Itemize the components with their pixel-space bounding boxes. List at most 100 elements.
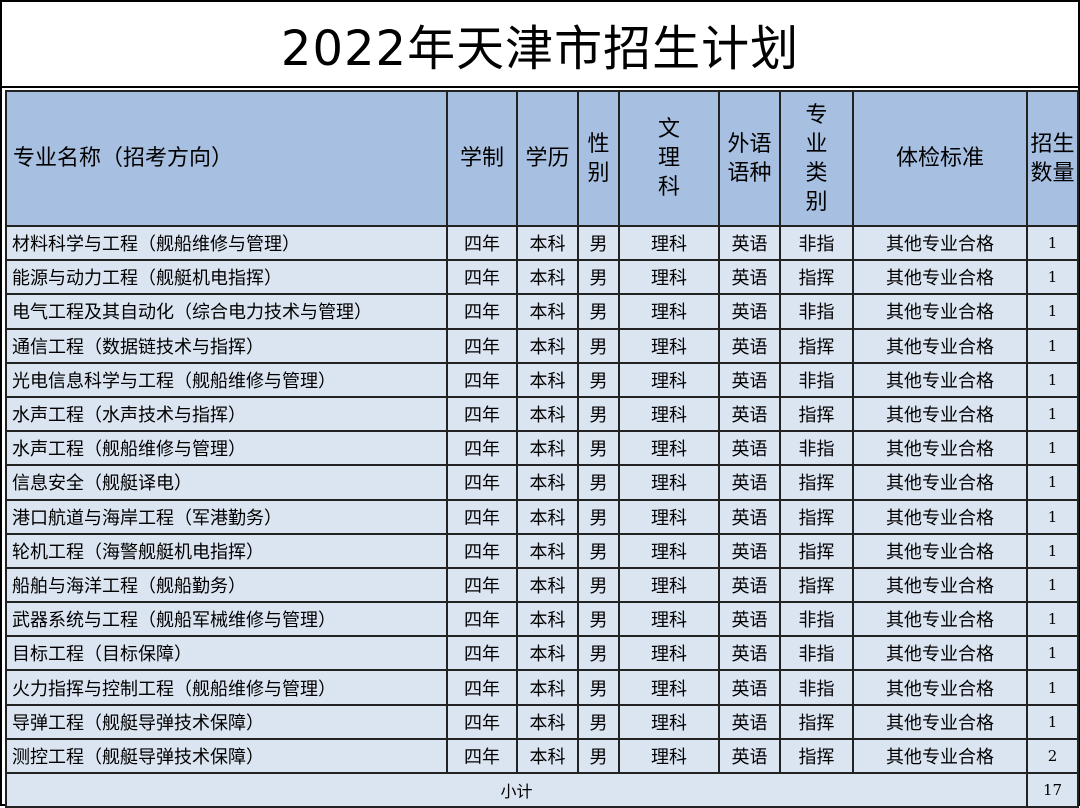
- cell-track: 理科: [618, 395, 720, 433]
- cell-physical: 其他专业合格: [852, 464, 1028, 501]
- table-row: 船舶与海洋工程（舰船勤务） 四年 本科男理科 英语 指挥 其他专业合格 1: [5, 566, 1079, 604]
- cell-name: 武器系统与工程（舰船军械维修与管理）: [5, 601, 448, 638]
- cell-count: 1: [1026, 703, 1079, 740]
- cell-duration: 四年: [446, 498, 518, 535]
- cell-duration: 四年: [446, 566, 518, 604]
- cell-degree: 本科: [516, 737, 579, 775]
- cell-count: 1: [1026, 361, 1079, 398]
- cell-degree: 本科: [516, 566, 579, 604]
- cell-name: 通信工程（数据链技术与指挥）: [5, 327, 448, 364]
- cell-physical: 其他专业合格: [852, 430, 1028, 467]
- cell-gender: 男: [577, 498, 620, 535]
- cell-degree: 本科: [516, 703, 579, 740]
- cell-track: 理科: [618, 532, 720, 569]
- cell-language: 英语: [718, 532, 781, 569]
- cell-language: 英语: [718, 327, 781, 364]
- cell-track: 理科: [618, 259, 720, 296]
- cell-track: 理科: [618, 327, 720, 364]
- table-row: 导弹工程（舰艇导弹技术保障） 四年 本科男理科 英语 指挥 其他专业合格 1: [5, 703, 1079, 740]
- cell-category: 非指: [779, 669, 854, 706]
- cell-category: 非指: [779, 601, 854, 638]
- cell-track: 理科: [618, 737, 720, 775]
- cell-name: 水声工程（水声技术与指挥）: [5, 395, 448, 433]
- cell-language: 英语: [718, 601, 781, 638]
- cell-gender: 男: [577, 395, 620, 433]
- table-row: 港口航道与海岸工程（军港勤务） 四年 本科男理科 英语 指挥 其他专业合格 1: [5, 498, 1079, 535]
- cell-category: 指挥: [779, 703, 854, 740]
- cell-degree: 本科: [516, 498, 579, 535]
- cell-degree: 本科: [516, 430, 579, 467]
- cell-category: 非指: [779, 224, 854, 262]
- cell-category: 指挥: [779, 327, 854, 364]
- cell-category: 非指: [779, 430, 854, 467]
- table-row: 能源与动力工程（舰艇机电指挥） 四年 本科男理科 英语 指挥 其他专业合格 1: [5, 259, 1079, 296]
- cell-count: 2: [1026, 737, 1079, 775]
- cell-name: 港口航道与海岸工程（军港勤务）: [5, 498, 448, 535]
- cell-language: 英语: [718, 224, 781, 262]
- cell-name: 水声工程（舰船维修与管理）: [5, 430, 448, 467]
- cell-physical: 其他专业合格: [852, 395, 1028, 433]
- cell-category: 非指: [779, 293, 854, 330]
- cell-gender: 男: [577, 601, 620, 638]
- cell-category: 指挥: [779, 259, 854, 296]
- cell-language: 英语: [718, 395, 781, 433]
- col-header-count: 招生数量: [1026, 90, 1079, 227]
- cell-degree: 本科: [516, 327, 579, 364]
- cell-duration: 四年: [446, 224, 518, 262]
- cell-category: 指挥: [779, 464, 854, 501]
- cell-degree: 本科: [516, 259, 579, 296]
- cell-language: 英语: [718, 669, 781, 706]
- cell-gender: 男: [577, 224, 620, 262]
- cell-gender: 男: [577, 669, 620, 706]
- cell-name: 光电信息科学与工程（舰船维修与管理）: [5, 361, 448, 398]
- cell-language: 英语: [718, 498, 781, 535]
- cell-duration: 四年: [446, 635, 518, 672]
- enrollment-table: 专业名称（招考方向） 学制 学历 性别 文理科 外语语种 专业类别 体检标准 招…: [5, 90, 1079, 808]
- cell-count: 1: [1026, 566, 1079, 604]
- table-row: 目标工程（目标保障） 四年 本科男理科 英语 非指 其他专业合格 1: [5, 635, 1079, 672]
- cell-duration: 四年: [446, 703, 518, 740]
- cell-language: 英语: [718, 703, 781, 740]
- cell-duration: 四年: [446, 293, 518, 330]
- cell-track: 理科: [618, 635, 720, 672]
- cell-language: 英语: [718, 635, 781, 672]
- table-row: 火力指挥与控制工程（舰船维修与管理） 四年 本科男理科 英语 非指 其他专业合格 1: [5, 669, 1079, 706]
- subtotal-row: 小计 17: [5, 772, 1079, 808]
- col-header-physical: 体检标准: [852, 90, 1028, 227]
- cell-degree: 本科: [516, 293, 579, 330]
- cell-degree: 本科: [516, 635, 579, 672]
- cell-track: 理科: [618, 464, 720, 501]
- cell-gender: 男: [577, 430, 620, 467]
- table-row: 测控工程（舰艇导弹技术保障） 四年 本科男理科 英语 指挥 其他专业合格 2: [5, 737, 1079, 775]
- cell-track: 理科: [618, 430, 720, 467]
- col-header-name: 专业名称（招考方向）: [5, 90, 448, 227]
- cell-gender: 男: [577, 293, 620, 330]
- cell-degree: 本科: [516, 224, 579, 262]
- cell-language: 英语: [718, 464, 781, 501]
- cell-physical: 其他专业合格: [852, 635, 1028, 672]
- cell-count: 1: [1026, 464, 1079, 501]
- cell-name: 测控工程（舰艇导弹技术保障）: [5, 737, 448, 775]
- cell-duration: 四年: [446, 430, 518, 467]
- cell-physical: 其他专业合格: [852, 703, 1028, 740]
- cell-category: 指挥: [779, 498, 854, 535]
- table-row: 信息安全（舰艇译电） 四年 本科男理科 英语 指挥 其他专业合格 1: [5, 464, 1079, 501]
- cell-category: 指挥: [779, 532, 854, 569]
- cell-physical: 其他专业合格: [852, 259, 1028, 296]
- cell-track: 理科: [618, 566, 720, 604]
- cell-duration: 四年: [446, 737, 518, 775]
- cell-degree: 本科: [516, 464, 579, 501]
- cell-physical: 其他专业合格: [852, 532, 1028, 569]
- cell-count: 1: [1026, 327, 1079, 364]
- cell-duration: 四年: [446, 259, 518, 296]
- col-header-degree: 学历: [516, 90, 579, 227]
- cell-physical: 其他专业合格: [852, 327, 1028, 364]
- cell-language: 英语: [718, 430, 781, 467]
- table-row: 水声工程（舰船维修与管理） 四年 本科男理科 英语 非指 其他专业合格 1: [5, 430, 1079, 467]
- cell-physical: 其他专业合格: [852, 361, 1028, 398]
- cell-degree: 本科: [516, 361, 579, 398]
- table-row: 水声工程（水声技术与指挥） 四年 本科男理科 英语 指挥 其他专业合格 1: [5, 395, 1079, 433]
- table-header: 专业名称（招考方向） 学制 学历 性别 文理科 外语语种 专业类别 体检标准 招…: [5, 90, 1079, 227]
- cell-name: 火力指挥与控制工程（舰船维修与管理）: [5, 669, 448, 706]
- cell-physical: 其他专业合格: [852, 224, 1028, 262]
